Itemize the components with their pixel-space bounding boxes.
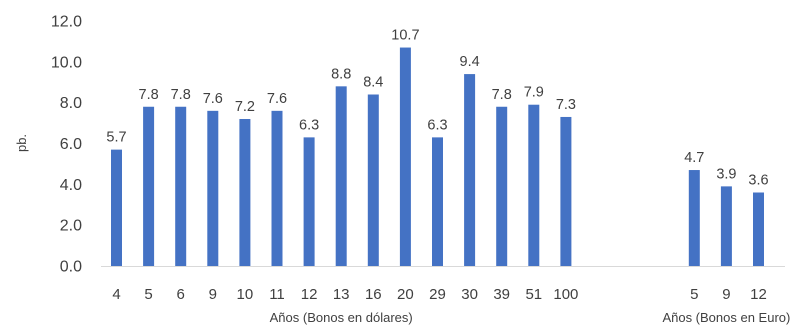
data-labels: 5.7 7.8 7.8 7.6 7.2 7.6 6.3 8.8 8.4 10.7 6.3 9.4 7.8…: [106, 28, 768, 189]
bars: [111, 47, 764, 266]
x-tick-label: 12: [750, 286, 767, 303]
x-axis-ticks: 4 5 6 9 10 11 12 13 16 20 29 30 39 51 100 5 9 12: [112, 286, 767, 303]
bar: [720, 186, 732, 266]
bar: [239, 119, 251, 266]
x-tick-label: 9: [722, 286, 730, 303]
data-label: 5.7: [106, 130, 126, 146]
bar: [560, 116, 572, 266]
y-tick-label: 0.0: [60, 259, 82, 276]
x-tick-label: 100: [553, 286, 578, 303]
y-tick-label: 10.0: [51, 54, 82, 71]
data-label: 6.3: [427, 117, 447, 133]
bar: [175, 106, 187, 266]
data-label: 4.7: [684, 150, 704, 166]
bar: [753, 192, 764, 266]
data-label: 7.8: [139, 87, 159, 103]
bar: [432, 137, 443, 266]
x-tick-label: 6: [177, 286, 185, 303]
x-tick-label: 39: [493, 286, 510, 303]
x-tick-label: 5: [690, 286, 698, 303]
bar: [207, 110, 219, 266]
y-tick-label: 12.0: [51, 14, 82, 31]
data-label: 6.3: [299, 117, 319, 133]
data-label: 7.9: [524, 85, 544, 101]
x-tick-label: 16: [365, 286, 382, 303]
data-label: 7.2: [235, 99, 255, 115]
data-label: 8.8: [331, 66, 351, 82]
y-tick-label: 2.0: [60, 218, 82, 235]
x-tick-label: 51: [525, 286, 542, 303]
x-axis-group-label-dollars: Años (Bonos en dólares): [270, 310, 413, 325]
bar: [143, 106, 155, 266]
x-tick-label: 5: [144, 286, 152, 303]
data-label: 8.4: [363, 75, 383, 91]
x-tick-label: 12: [301, 286, 318, 303]
bar: [303, 137, 315, 266]
data-label: 3.9: [716, 166, 736, 182]
x-tick-label: 20: [397, 286, 414, 303]
bar: [367, 94, 379, 266]
data-label: 3.6: [748, 173, 768, 189]
bar: [528, 104, 540, 266]
x-axis-group-label-euro: Años (Bonos en Euro): [662, 310, 790, 325]
x-tick-label: 9: [209, 286, 217, 303]
y-tick-label: 4.0: [60, 177, 82, 194]
x-tick-label: 29: [429, 286, 446, 303]
y-tick-label: 8.0: [60, 95, 82, 112]
y-tick-label: 6.0: [60, 136, 82, 153]
y-axis-ticks: 0.0 2.0 4.0 6.0 8.0 10.0 12.0: [51, 14, 82, 276]
bar: [688, 170, 700, 266]
bar: [111, 149, 122, 266]
data-label: 7.3: [556, 97, 576, 113]
bar: [271, 110, 283, 266]
data-label: 10.7: [391, 28, 419, 44]
data-label: 7.6: [267, 91, 287, 107]
x-tick-label: 10: [237, 286, 254, 303]
y-axis-label: pb.: [14, 134, 29, 152]
x-tick-label: 30: [461, 286, 478, 303]
bar: [496, 106, 508, 266]
x-tick-label: 11: [269, 286, 285, 303]
bar: [464, 74, 476, 266]
x-tick-label: 4: [112, 286, 120, 303]
data-label: 7.8: [492, 87, 512, 103]
x-tick-label: 13: [333, 286, 350, 303]
data-label: 7.6: [203, 91, 223, 107]
bar: [399, 47, 411, 266]
bar: [335, 86, 347, 266]
data-label: 9.4: [460, 54, 480, 70]
data-label: 7.8: [171, 87, 191, 103]
